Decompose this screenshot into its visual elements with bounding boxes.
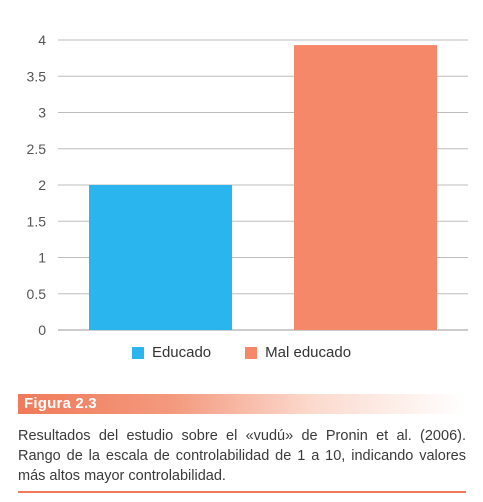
y-tick-label: 0.5 (27, 286, 47, 302)
y-axis-ticks: 0 0.5 1 1.5 2 2.5 3 3.5 4 (27, 32, 47, 338)
legend-label-educado: Educado (151, 344, 212, 361)
y-tick-label: 1 (38, 250, 46, 266)
bottom-rule (18, 491, 466, 493)
bar-chart: 0 0.5 1 1.5 2 2.5 3 3.5 4 (27, 32, 468, 338)
y-tick-label: 0 (38, 322, 46, 338)
y-tick-label: 3 (38, 105, 46, 121)
legend-swatch-mal-educado (245, 346, 258, 359)
bar-mal-educado (294, 45, 437, 330)
y-tick-label: 2.5 (27, 141, 47, 157)
figure-label-banner: Figura 2.3 (18, 394, 466, 414)
bar-educado (89, 185, 232, 330)
legend: Educado Mal educado (0, 344, 483, 361)
bars (89, 45, 437, 330)
legend-label-mal-educado: Mal educado (265, 344, 352, 361)
legend-item-educado: Educado (131, 344, 212, 361)
figure-label: Figura 2.3 (24, 395, 97, 412)
y-tick-label: 1.5 (27, 213, 47, 229)
figure-caption: Resultados del estudio sobre el «vudú» d… (18, 428, 466, 484)
y-tick-label: 2 (38, 177, 46, 193)
y-tick-label: 4 (38, 32, 46, 48)
y-tick-label: 3.5 (27, 68, 47, 84)
legend-swatch-educado (131, 346, 144, 359)
legend-item-mal-educado: Mal educado (245, 344, 351, 361)
